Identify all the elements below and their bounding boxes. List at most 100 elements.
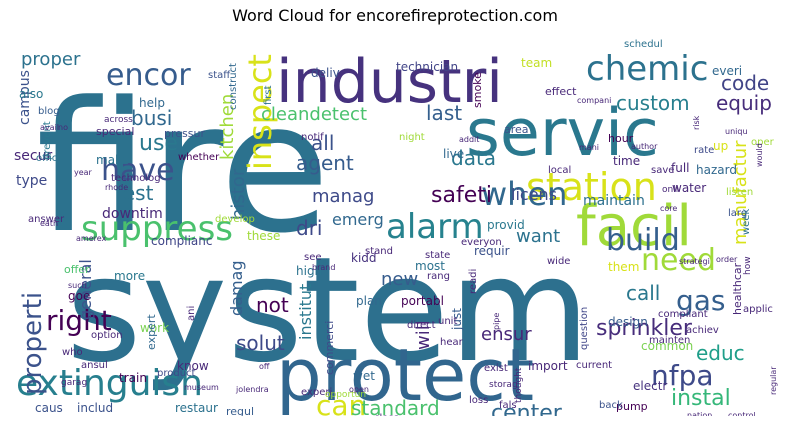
word-maintain: maintain — [583, 193, 645, 209]
word-uniqu: uniqu — [725, 127, 748, 136]
word-mani: mani — [579, 143, 599, 152]
word-want: want — [516, 226, 560, 247]
word-restaur: restaur — [175, 401, 218, 415]
word-downtim: downtim — [102, 206, 163, 222]
word-option: option — [91, 330, 123, 341]
word-can: can — [316, 389, 366, 416]
word-readi: readi — [468, 269, 479, 294]
word-garag: garag — [61, 378, 87, 388]
word-avail: avail — [40, 123, 59, 132]
word-design: design — [608, 315, 648, 329]
word-commerci: commerci — [323, 321, 336, 375]
word-station: station — [526, 165, 657, 209]
word-equip: equip — [716, 91, 772, 115]
word-properti: properti — [18, 292, 48, 395]
word-healthcar: healthcar — [731, 262, 744, 315]
word-all: all — [311, 131, 334, 155]
word-how: how — [743, 256, 753, 275]
word-product: product — [157, 368, 196, 379]
word-strategi: strategi — [679, 257, 710, 266]
word-center: center — [491, 401, 563, 416]
word-educ: educ — [696, 341, 745, 365]
word-blog: blog — [38, 106, 60, 117]
word-servic: servic — [466, 96, 659, 171]
word-night: night — [399, 132, 425, 143]
word-staff: staff — [208, 70, 231, 81]
word-compani: compani — [577, 96, 611, 105]
word-back: back — [599, 400, 623, 411]
word-encor: encor — [106, 58, 191, 93]
word-museum: museum — [184, 383, 219, 392]
word-everi: everi — [712, 64, 742, 78]
word-help: help — [139, 96, 165, 110]
word-train: train — [119, 371, 147, 385]
word-live: live — [443, 147, 464, 161]
word-addit: addit — [459, 135, 479, 144]
word-manufactur: manufactur — [730, 140, 751, 245]
word-achiev: achiev — [686, 325, 719, 336]
word-open: open — [349, 385, 369, 394]
word-portabl: portabl — [401, 294, 444, 308]
word-ansul: ansul — [81, 360, 108, 371]
word-pressur: pressur — [164, 127, 205, 140]
word-state: state — [425, 250, 450, 261]
word-not: not — [256, 293, 289, 317]
word-answer: answer — [28, 214, 65, 225]
word-will: will — [413, 320, 434, 350]
word-when: when — [481, 175, 567, 213]
word-ensur: ensur — [481, 324, 532, 345]
word-no: no — [58, 123, 68, 132]
word-experi: experi — [301, 387, 332, 398]
word-save: save — [651, 165, 674, 176]
word-eath: eath — [40, 219, 58, 228]
word-order: order — [716, 255, 738, 264]
word-jolendra: jolendra — [235, 385, 269, 394]
word-licens: licens — [511, 185, 557, 204]
word-manag: manag — [312, 186, 374, 207]
word-everyon: everyon — [461, 237, 502, 248]
word-would: would — [755, 143, 764, 167]
word-know: know — [177, 359, 209, 373]
word-caus: caus — [35, 401, 63, 415]
word-gas: gas — [676, 284, 726, 317]
word-secur: secur — [14, 148, 52, 164]
word-area: area — [504, 123, 529, 136]
word-use: use — [139, 131, 178, 156]
word-system: system — [66, 226, 590, 395]
word-wide: wide — [547, 256, 570, 267]
word-these: these — [247, 229, 280, 243]
word-whether: whether — [178, 152, 220, 163]
word-damag: damag — [227, 260, 246, 316]
word-high: high — [296, 264, 322, 278]
word-facil: facil — [576, 194, 692, 259]
word-year: year — [74, 168, 93, 177]
word-mainten: mainten — [649, 335, 690, 346]
word-electr: electr — [633, 379, 667, 393]
word-brand: brand — [312, 263, 335, 272]
word-new: new — [381, 269, 418, 290]
word-notif: notif — [301, 132, 324, 143]
word-exist: exist — [484, 363, 508, 374]
word-class: class — [374, 413, 399, 416]
word-stand: stand — [365, 246, 393, 257]
word-complianc: complianc — [151, 234, 212, 248]
word-thought: thought — [514, 367, 524, 403]
word-local: local — [548, 165, 571, 176]
word-fire: fire — [36, 64, 330, 273]
word-provid: provid — [487, 218, 525, 232]
word-goe: goe — [68, 289, 90, 303]
word-last: last — [426, 101, 462, 125]
word-most: most — [415, 259, 445, 273]
word-extinguish: extinguish — [16, 363, 203, 404]
word-rate: rate — [694, 145, 714, 156]
word-regul: regul — [226, 405, 254, 416]
word-hour: hour — [608, 132, 634, 145]
word-up: up — [713, 139, 728, 153]
word-includ: includ — [77, 401, 113, 415]
word-water: water — [672, 181, 706, 195]
word-kitchen: kitchen — [217, 94, 238, 160]
word-plan: plan — [356, 294, 382, 308]
word-campus: campus — [17, 70, 33, 125]
word-technolog: technolog — [111, 173, 161, 184]
word-need: need — [641, 243, 716, 278]
